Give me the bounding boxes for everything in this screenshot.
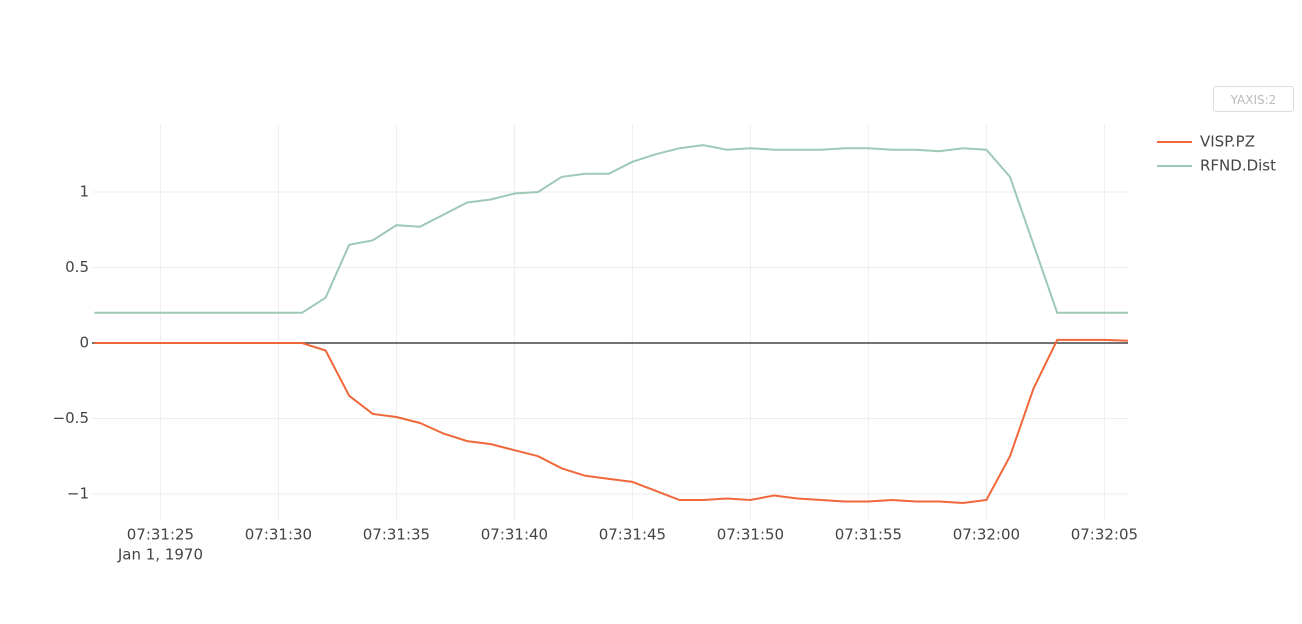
series-line <box>94 144 1128 314</box>
series-line <box>94 338 1129 505</box>
x-tick-label: 07:31:40 <box>481 526 548 544</box>
y-tick-label: −1 <box>67 484 89 502</box>
x-tick-label: 07:31:35 <box>363 526 430 544</box>
legend-label: VISP.PZ <box>1200 133 1255 151</box>
y-tick-label: −0.5 <box>53 409 89 427</box>
x-tick-label: 07:31:50 <box>717 526 784 544</box>
y-tick-label: 0 <box>79 333 89 351</box>
axis-toggle-button[interactable]: YAXIS:2 <box>1213 86 1294 112</box>
y-tick-label: 1 <box>79 182 89 200</box>
x-tick-label: 07:31:25 <box>127 526 194 544</box>
x-tick-label: 07:31:55 <box>835 526 902 544</box>
x-tick-label: 07:32:00 <box>953 526 1020 544</box>
legend-label: RFND.Dist <box>1200 157 1276 175</box>
x-tick-label: 07:31:45 <box>599 526 666 544</box>
x-tick-label: 07:32:05 <box>1071 526 1138 544</box>
y-tick-label: 0.5 <box>65 258 89 276</box>
x-tick-label: 07:31:30 <box>245 526 312 544</box>
x-date-label: Jan 1, 1970 <box>117 546 203 564</box>
